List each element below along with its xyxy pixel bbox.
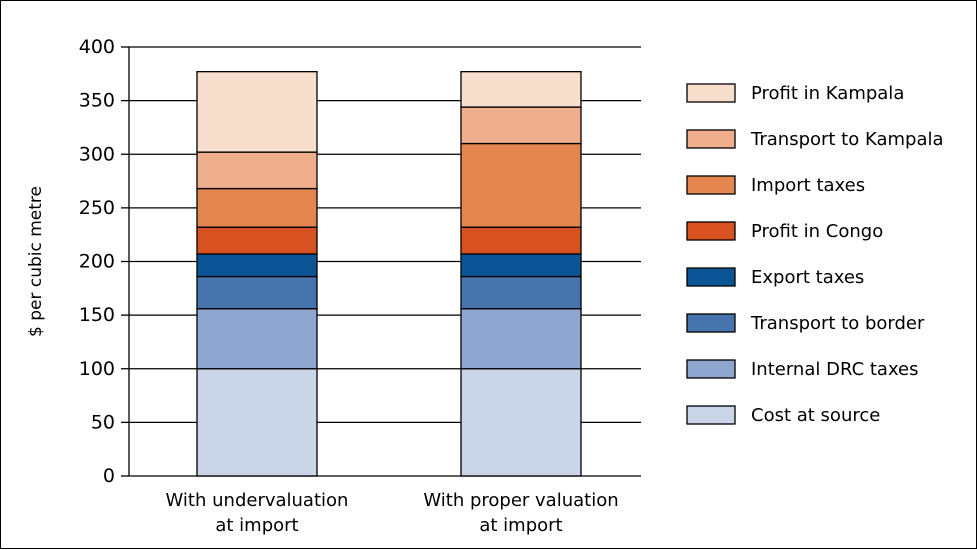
legend-label: Export taxes: [751, 267, 864, 288]
legend-label: Transport to border: [750, 313, 925, 334]
x-category-label: With undervaluation: [166, 490, 349, 511]
bar-segment: [460, 275, 582, 310]
x-category-label: With proper valuation: [423, 490, 618, 511]
bar-segment: [460, 142, 582, 228]
legend-swatch: [686, 129, 736, 149]
legend-label: Internal DRC taxes: [751, 359, 919, 380]
bar-segment: [460, 71, 582, 108]
y-axis-title: $ per cubic metre: [26, 186, 46, 337]
bar-segment: [196, 275, 318, 310]
y-tick-label: 200: [79, 251, 115, 273]
bar-segment: [460, 253, 582, 278]
bar-segment: [196, 368, 318, 477]
bar-segment: [196, 187, 318, 228]
legend-swatch: [686, 175, 736, 195]
x-category-label: at import: [479, 515, 562, 536]
bar-segment: [196, 308, 318, 370]
y-tick-label: 150: [79, 304, 115, 326]
y-tick-label: 400: [79, 36, 115, 58]
legend-swatch: [686, 221, 736, 241]
legend-swatch: [686, 83, 736, 103]
bar-segment: [460, 368, 582, 477]
legend-swatch: [686, 267, 736, 287]
bar-segment: [460, 226, 582, 255]
bar-segment: [196, 71, 318, 153]
bar-segment: [460, 106, 582, 145]
x-category-label: at import: [215, 515, 298, 536]
y-tick-label: 350: [79, 90, 115, 112]
legend-swatch: [686, 359, 736, 379]
bar-segment: [196, 226, 318, 255]
y-tick-label: 250: [79, 197, 115, 219]
legend-label: Profit in Congo: [751, 221, 883, 242]
bar-segment: [196, 253, 318, 278]
legend-label: Cost at source: [751, 405, 880, 426]
y-tick-label: 0: [103, 465, 115, 487]
bar-segment: [196, 151, 318, 190]
legend-swatch: [686, 313, 736, 333]
y-tick-label: 300: [79, 143, 115, 165]
bar-segment: [460, 308, 582, 370]
y-tick-label: 100: [79, 358, 115, 380]
y-tick-label: 50: [91, 411, 115, 433]
legend-label: Profit in Kampala: [751, 83, 904, 104]
legend-swatch: [686, 405, 736, 425]
legend-label: Import taxes: [751, 175, 865, 196]
legend-label: Transport to Kampala: [750, 129, 944, 150]
